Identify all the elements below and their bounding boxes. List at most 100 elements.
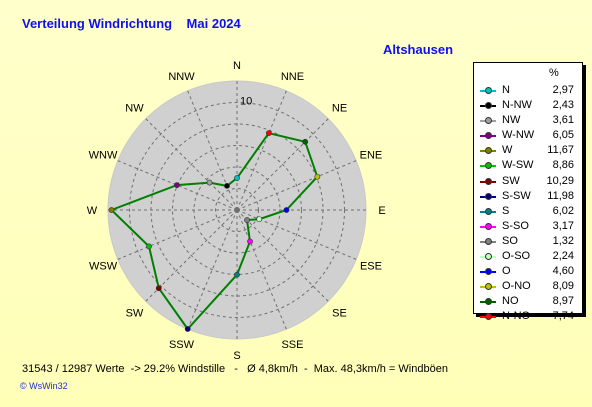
legend-entry: S 6,02	[474, 204, 582, 219]
legend-value: 3,61	[552, 114, 574, 127]
legend-entry: W 11,67	[474, 143, 582, 158]
data-point-nw	[206, 179, 213, 186]
legend-entry: W-SW 8,86	[474, 158, 582, 173]
legend-name: NO	[502, 295, 519, 308]
legend-value: 11,98	[547, 189, 574, 202]
legend-name: W-NW	[502, 129, 535, 142]
legend-marker	[485, 87, 492, 94]
legend-value: 1,32	[552, 234, 574, 247]
grid-ring	[172, 145, 302, 275]
legend-value: 8,86	[552, 159, 574, 172]
data-point-s	[234, 271, 240, 278]
legend-name: W-SW	[502, 159, 534, 172]
data-point-w	[108, 207, 115, 213]
legend-name: SO	[502, 234, 518, 247]
direction-label-nne: NNE	[281, 71, 304, 83]
data-point-ne	[302, 138, 309, 145]
legend-marker	[485, 298, 492, 306]
direction-label-sw: SW	[126, 308, 144, 320]
grid-ring	[129, 102, 345, 318]
legend-marker	[485, 222, 492, 230]
legend-entry: SO 1,32	[474, 234, 582, 249]
legend-entry: N-NO 7,74	[474, 309, 582, 324]
legend-name: NW	[502, 114, 521, 127]
data-point-nne	[265, 130, 272, 137]
legend: % N 2,97 N-NW 2,43 NW 3,61 W-NW 6,05 W 11,67 W-SW 8…	[473, 62, 583, 322]
legend-rows: N 2,97 N-NW 2,43 NW 3,61 W-NW 6,05 W 11,67 W-SW 8,8…	[474, 83, 582, 325]
legend-value: 2,43	[552, 99, 574, 112]
direction-label-sse: SSE	[281, 339, 303, 351]
data-point-sse	[247, 238, 253, 245]
station-name: Altshausen	[383, 42, 454, 57]
legend-name: W	[502, 144, 513, 157]
legend-marker	[485, 192, 492, 200]
footer-stats: 31543 / 12987 Werte -> 29.2% Windstille …	[22, 363, 448, 375]
legend-entry: S-SO 3,17	[474, 219, 582, 234]
legend-marker	[485, 253, 492, 261]
credit: © WsWin32	[20, 381, 68, 391]
grid-ring	[215, 188, 259, 232]
legend-marker	[485, 313, 492, 321]
legend-entry: NO 8,97	[474, 294, 582, 309]
legend-marker	[485, 283, 492, 291]
legend-value: 11,67	[547, 144, 574, 157]
legend-value: 3,17	[552, 219, 574, 232]
data-point-ssw	[184, 326, 191, 332]
legend-entry: O-SO 2,24	[474, 249, 582, 264]
legend-marker	[485, 162, 492, 170]
direction-label-ssw: SSW	[169, 339, 195, 351]
legend-entry: N-NW 2,43	[474, 98, 582, 113]
ring-label: 10	[240, 96, 252, 108]
legend-value: 6,05	[552, 129, 574, 142]
legend-entry: S-SW 11,98	[474, 189, 582, 204]
direction-label-ene: ENE	[360, 150, 383, 162]
legend-entry: O 4,60	[474, 264, 582, 279]
direction-label-nw: NW	[125, 102, 144, 114]
direction-label-s: S	[233, 350, 240, 362]
data-point-ese	[256, 216, 263, 223]
data-point-wsw	[146, 243, 152, 250]
data-point-sw	[155, 285, 162, 292]
legend-value: 10,29	[546, 174, 574, 187]
legend-name: S-SW	[502, 189, 531, 202]
data-point-nnw	[224, 182, 230, 189]
direction-label-n: N	[233, 60, 241, 72]
legend-value: 2,97	[552, 84, 574, 96]
direction-label-ne: NE	[332, 102, 347, 114]
legend-name: O-SO	[502, 250, 531, 263]
data-point-wnw	[174, 182, 180, 189]
legend-marker	[485, 207, 492, 215]
legend-value: 6,02	[552, 204, 574, 217]
data-point-ene	[314, 173, 321, 180]
legend-name: N-NO	[502, 310, 531, 323]
data-point-n	[234, 175, 240, 181]
legend-marker	[485, 268, 492, 276]
legend-name: SW	[502, 174, 520, 187]
legend-marker	[485, 102, 492, 110]
legend-entry: N 2,97	[474, 83, 582, 98]
direction-label-se: SE	[332, 308, 347, 320]
legend-value: 8,97	[552, 295, 574, 308]
legend-marker	[485, 237, 492, 245]
legend-marker	[485, 177, 492, 185]
direction-label-ese: ESE	[360, 260, 382, 272]
legend-marker	[485, 117, 492, 125]
direction-label-w: W	[87, 205, 98, 217]
legend-unit: %	[549, 67, 559, 79]
data-point-e	[283, 207, 290, 213]
legend-entry: O-NO 8,09	[474, 279, 582, 294]
legend-name: O-NO	[502, 280, 531, 293]
legend-value: 7,74	[552, 310, 574, 323]
direction-label-nnw: NNW	[168, 71, 195, 83]
legend-name: O	[502, 265, 511, 278]
legend-entry: SW 10,29	[474, 174, 582, 189]
legend-marker	[485, 132, 492, 140]
chart-title: Verteilung Windrichtung Mai 2024	[22, 16, 241, 31]
legend-name: N-NW	[502, 99, 532, 112]
legend-value: 8,09	[552, 280, 574, 293]
legend-value: 4,60	[552, 265, 574, 278]
legend-name: S	[502, 204, 510, 217]
direction-label-wsw: WSW	[89, 260, 118, 272]
